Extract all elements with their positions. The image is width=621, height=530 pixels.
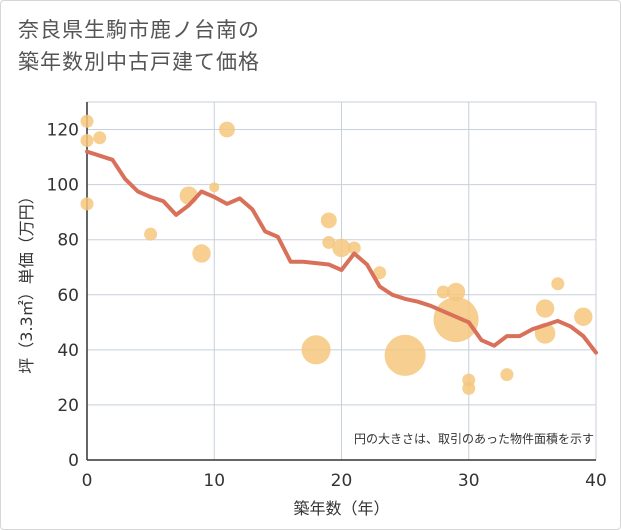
bubble-point	[347, 241, 361, 255]
y-axis-label: 坪（3.3㎡）単価（万円）	[17, 188, 36, 373]
chart-title: 奈良県生駒市鹿ノ台南の 築年数別中古戸建て価格	[18, 14, 260, 78]
x-tick-label: 10	[203, 471, 225, 491]
bubble-point	[535, 299, 555, 318]
bubble-point	[446, 282, 466, 302]
bubble-point	[320, 212, 337, 229]
bubble-point	[209, 182, 220, 193]
bubble-series	[80, 114, 593, 395]
average-line	[85, 149, 598, 355]
y-tick-label: 120	[47, 121, 79, 141]
axis-ticks: 0 10 20 30 40 0 20 40 60 80 100 120	[47, 121, 607, 491]
grid-lines	[86, 101, 597, 461]
bubble-point	[551, 277, 565, 291]
bubble-point	[219, 121, 235, 138]
y-tick-label: 60	[57, 286, 79, 306]
bubble-point	[80, 197, 94, 211]
bubble-point	[500, 368, 514, 382]
bubble-point	[332, 238, 351, 258]
y-tick-label: 80	[57, 231, 79, 251]
bubble-point	[93, 131, 107, 145]
average-line-series	[85, 149, 598, 355]
bubble-point	[574, 307, 593, 326]
y-tick-label: 40	[57, 341, 79, 361]
x-axis-label: 築年数（年）	[293, 499, 389, 518]
y-tick-label: 0	[68, 451, 79, 471]
bubble-point	[384, 334, 426, 376]
x-tick-label: 0	[82, 471, 93, 491]
bubble-point	[322, 235, 336, 249]
x-tick-label: 30	[458, 471, 480, 491]
chart-title-line-1: 奈良県生駒市鹿ノ台南の	[18, 18, 260, 42]
bubble-point	[192, 244, 211, 263]
bubble-point	[80, 114, 94, 128]
bubble-point	[301, 335, 331, 365]
bubble-point	[144, 227, 158, 241]
y-tick-label: 100	[47, 176, 79, 196]
bubble-point	[80, 134, 94, 148]
bubble-point	[462, 381, 476, 395]
bubble-point	[433, 297, 479, 343]
chart-title-line-2: 築年数別中古戸建て価格	[18, 50, 260, 74]
bubble-point	[436, 285, 450, 299]
y-tick-label: 20	[57, 396, 79, 416]
x-tick-label: 20	[331, 471, 353, 491]
x-tick-label: 40	[585, 471, 607, 491]
bubble-size-note: 円の大きさは、取引のあった物件面積を示す	[354, 431, 594, 446]
bubble-point	[373, 266, 387, 280]
